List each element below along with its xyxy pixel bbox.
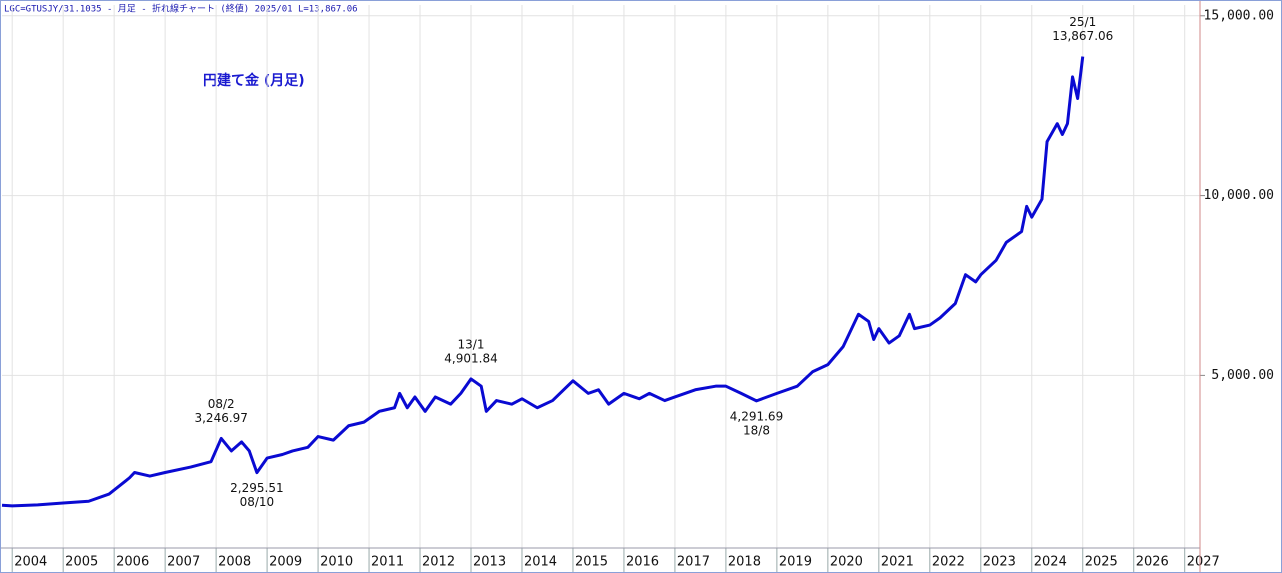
- x-tick-label: 2013: [473, 555, 506, 570]
- line-series: [1, 56, 1085, 508]
- x-tick-label: 2016: [626, 555, 659, 570]
- x-tick-label: 2020: [830, 555, 863, 570]
- annotation-label: 25/1: [1069, 15, 1096, 29]
- annotation-label: 4,291.69: [730, 409, 783, 423]
- header: LGC=GTUSJY/31.1035 - 月足 - 折れ線チャート (終値) 2…: [4, 3, 358, 15]
- x-tick-label: 2012: [422, 555, 455, 570]
- x-tick-label: 2026: [1136, 555, 1169, 570]
- x-tick-label: 2024: [1034, 555, 1067, 570]
- x-tick-label: 2021: [881, 555, 914, 570]
- x-tick-label: 2010: [320, 555, 353, 570]
- annotation-label: 08/10: [240, 495, 275, 509]
- x-tick-label: 2022: [932, 555, 965, 570]
- annotation-label: 13,867.06: [1052, 29, 1113, 43]
- x-tick-label: 2007: [167, 555, 200, 570]
- chart-title: 円建て金 (月足): [203, 72, 305, 89]
- annotation-label: 13/1: [458, 337, 485, 351]
- y-tick-label: 5,000.00: [1211, 368, 1274, 383]
- x-tick-label: 2014: [524, 555, 557, 570]
- annotation-label: 18/8: [743, 423, 770, 437]
- x-tick-label: 2027: [1187, 555, 1220, 570]
- x-tick-label: 2019: [779, 555, 812, 570]
- x-tick-label: 2017: [677, 555, 710, 570]
- annotation-label: 4,901.84: [444, 351, 497, 365]
- x-tick-label: 2009: [269, 555, 302, 570]
- x-tick-label: 2005: [65, 555, 98, 570]
- y-tick-label: 10,000.00: [1204, 188, 1274, 203]
- x-tick-label: 2008: [218, 555, 251, 570]
- x-tick-label: 2004: [14, 555, 47, 570]
- x-tick-label: 2018: [728, 555, 761, 570]
- annotation-label: 2,295.51: [230, 481, 283, 495]
- x-tick-label: 2023: [983, 555, 1016, 570]
- x-tick-label: 2025: [1085, 555, 1118, 570]
- x-tick-label: 2015: [575, 555, 608, 570]
- x-tick-label: 2011: [371, 555, 404, 570]
- annotation-label: 08/2: [208, 397, 235, 411]
- annotation-label: 3,246.97: [194, 411, 247, 425]
- x-tick-label: 2006: [116, 555, 149, 570]
- y-tick-label: 15,000.00: [1204, 8, 1274, 23]
